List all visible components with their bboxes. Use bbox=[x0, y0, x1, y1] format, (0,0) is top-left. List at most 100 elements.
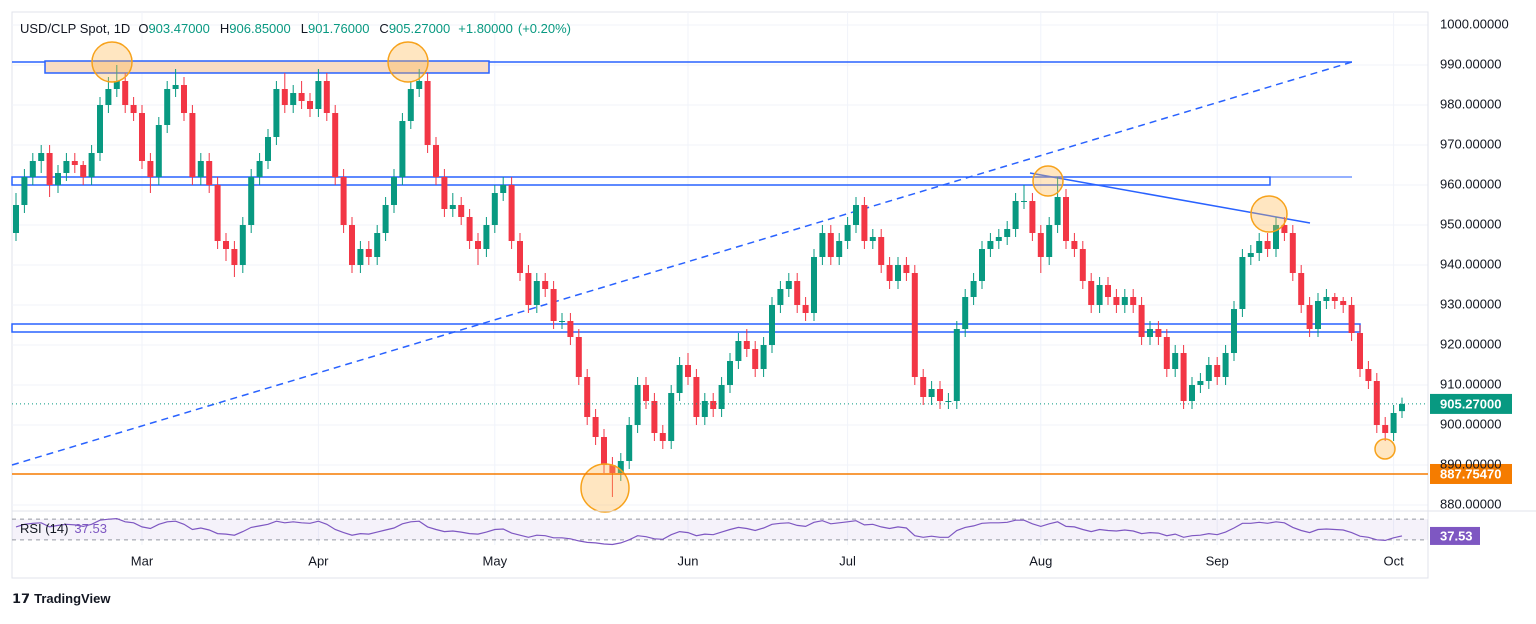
candle-body bbox=[172, 85, 179, 89]
candle-body bbox=[155, 125, 162, 177]
rsi-label-bg bbox=[1430, 526, 1480, 545]
candle-body bbox=[794, 281, 801, 305]
candle-body bbox=[953, 329, 960, 401]
candle-body bbox=[685, 365, 691, 377]
resistance-zone bbox=[44, 60, 490, 74]
candle-body bbox=[609, 465, 616, 473]
candle-body bbox=[1096, 285, 1103, 305]
candle-body bbox=[491, 193, 498, 225]
candle-body bbox=[164, 89, 171, 125]
highlight-circle bbox=[1374, 438, 1396, 460]
candle-body bbox=[139, 113, 145, 161]
candle-body bbox=[701, 401, 708, 417]
candle-body bbox=[273, 89, 280, 137]
candle-body bbox=[441, 177, 448, 209]
candle-body bbox=[122, 81, 129, 105]
candle-body bbox=[1331, 297, 1338, 301]
candle-body bbox=[80, 165, 87, 177]
candle-body bbox=[1004, 229, 1011, 237]
candle-body bbox=[911, 273, 918, 377]
candle-body bbox=[567, 321, 574, 337]
candle-body bbox=[1231, 309, 1237, 353]
candle-body bbox=[517, 241, 523, 273]
x-tick-label: Sep bbox=[1206, 553, 1229, 568]
y-tick-label: 970.00000 bbox=[1440, 136, 1501, 151]
y-tick-label: 1000.00000 bbox=[1440, 16, 1509, 31]
rsi-value-text: 37.53 bbox=[74, 521, 107, 536]
candle-body bbox=[1390, 413, 1397, 433]
candle-body bbox=[903, 265, 910, 273]
x-tick-label: Oct bbox=[1383, 553, 1404, 568]
x-tick-label: Mar bbox=[131, 553, 154, 568]
last-price-bg bbox=[1430, 393, 1512, 414]
candle-body bbox=[13, 205, 19, 233]
candle-body bbox=[542, 281, 549, 289]
candle-body bbox=[239, 225, 246, 265]
candle-body bbox=[1289, 233, 1296, 273]
candle-body bbox=[626, 425, 633, 461]
candle-body bbox=[1399, 403, 1405, 412]
candle-body bbox=[256, 161, 263, 177]
candle-body bbox=[1214, 365, 1221, 377]
zone-960 bbox=[11, 176, 1271, 186]
y-tick-label: 950.00000 bbox=[1440, 216, 1501, 231]
candle-body bbox=[928, 389, 935, 397]
candle-body bbox=[1079, 249, 1086, 281]
legend-key: H bbox=[220, 21, 229, 36]
trendline bbox=[1029, 172, 1311, 224]
candle-body bbox=[1189, 385, 1195, 401]
candle-body bbox=[995, 237, 1002, 241]
candle-body bbox=[1281, 225, 1288, 233]
candle-body bbox=[853, 205, 859, 225]
candle-body bbox=[382, 205, 389, 233]
legend-change-pct: (+0.20%) bbox=[518, 21, 571, 36]
ohlc-legend: USD/CLP Spot, 1D O903.47000 H906.85000 L901… bbox=[20, 21, 571, 36]
rsi-line bbox=[15, 517, 1403, 546]
candle-body bbox=[147, 161, 154, 177]
legend-key: O bbox=[138, 21, 148, 36]
legend-change: +1.80000 bbox=[458, 21, 513, 36]
y-tick-label: 940.00000 bbox=[1440, 256, 1501, 271]
y-tick-label: 910.00000 bbox=[1440, 376, 1501, 391]
candle-body bbox=[584, 377, 591, 417]
candle-body bbox=[601, 437, 607, 465]
candle-body bbox=[307, 101, 313, 109]
candle-body bbox=[214, 185, 221, 241]
y-tick-label: 980.00000 bbox=[1440, 96, 1501, 111]
candle-body bbox=[525, 273, 532, 305]
candle-body bbox=[634, 385, 641, 425]
candle-body bbox=[1205, 365, 1212, 381]
candle-body bbox=[63, 161, 70, 173]
candle-body bbox=[508, 185, 515, 241]
candle-body bbox=[550, 289, 557, 321]
candle-body bbox=[1172, 353, 1179, 369]
candle-body bbox=[743, 341, 750, 349]
candle-body bbox=[206, 161, 213, 185]
candle-body bbox=[676, 365, 683, 393]
candle-body bbox=[869, 237, 876, 241]
dashed-trendline bbox=[11, 61, 1353, 466]
x-tick-label: May bbox=[483, 553, 508, 568]
candle-body bbox=[189, 113, 196, 177]
candle-body bbox=[962, 297, 969, 329]
candle-body bbox=[1306, 305, 1313, 329]
candle-body bbox=[357, 249, 364, 265]
candle-body bbox=[735, 341, 742, 361]
candle-body bbox=[1046, 225, 1053, 257]
candle-body bbox=[332, 113, 339, 177]
candle-body bbox=[1382, 425, 1389, 433]
legend-value: 905.27000 bbox=[389, 21, 450, 36]
candle-body bbox=[886, 265, 893, 281]
candle-body bbox=[659, 433, 666, 441]
candle-body bbox=[559, 321, 565, 322]
candle-body bbox=[1163, 337, 1170, 369]
candle-body bbox=[1222, 353, 1229, 377]
candle-body bbox=[979, 249, 985, 281]
candle-body bbox=[29, 161, 36, 177]
candle-body bbox=[1105, 285, 1111, 297]
candle-body bbox=[265, 137, 271, 161]
candle-body bbox=[592, 417, 599, 437]
candle-body bbox=[1121, 297, 1128, 305]
candle-body bbox=[693, 377, 700, 417]
